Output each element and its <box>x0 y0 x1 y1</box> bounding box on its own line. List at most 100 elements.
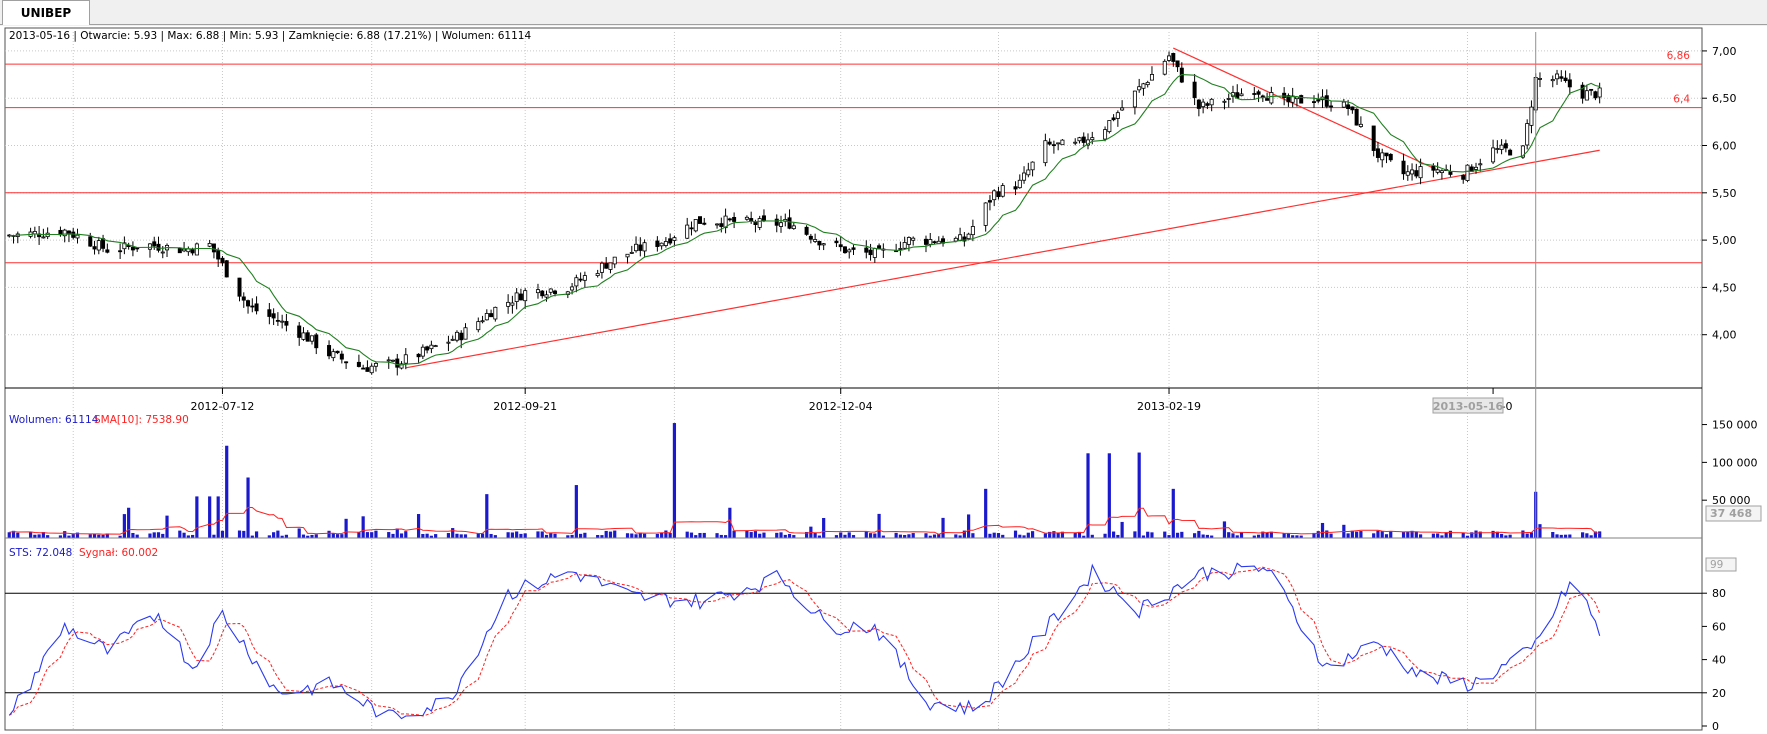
volume-bar <box>1180 531 1184 538</box>
candle-body <box>970 226 975 236</box>
candle-body <box>1209 98 1214 106</box>
stock-chart[interactable]: 6,866,4 2012-07-12 2012-09-21 2012-12-04 20… <box>0 26 1767 734</box>
tab-unibep[interactable]: UNIBEP <box>2 0 90 25</box>
volume-bar <box>847 532 851 538</box>
volume-bar <box>1316 531 1320 538</box>
candle-body <box>152 241 157 247</box>
volume-bar <box>540 531 544 538</box>
candle-body <box>932 241 937 244</box>
candle-body <box>1559 76 1564 79</box>
candle-body <box>207 243 212 247</box>
volume-bar <box>596 534 600 538</box>
candle-body <box>510 302 515 306</box>
candle-body <box>327 345 332 357</box>
candle-body <box>267 309 272 317</box>
x-tick-label: 2012-07-12 <box>190 400 254 413</box>
candle-body <box>1478 163 1483 166</box>
volume-bar <box>1431 533 1435 538</box>
x-tick-label: 2013-02-19 <box>1137 400 1201 413</box>
volume-bar <box>783 534 787 538</box>
volume-bar <box>135 534 139 538</box>
volume-bar <box>250 535 254 538</box>
sts-tick-label: 0 <box>1712 720 1719 733</box>
volume-bar <box>924 533 928 538</box>
volume-bar <box>195 496 199 538</box>
volume-bar <box>16 532 20 538</box>
volume-bar <box>715 533 719 538</box>
candle-body <box>71 231 76 238</box>
volume-bar <box>583 532 587 538</box>
candle-body <box>190 249 195 254</box>
volume-bar <box>28 531 33 538</box>
candle-body <box>1162 60 1167 75</box>
candle-body <box>386 359 391 362</box>
candle-body <box>983 202 988 226</box>
candle-body <box>271 313 276 319</box>
candle-body <box>872 248 877 258</box>
candle-body <box>1222 100 1227 103</box>
candle-body <box>1047 141 1052 145</box>
candle-body <box>774 218 779 226</box>
volume-bar <box>335 534 340 538</box>
candle-body <box>1439 170 1444 174</box>
volume-bar <box>1568 534 1572 538</box>
candle-body <box>1145 82 1150 86</box>
volume-bar <box>1103 533 1107 538</box>
candle-body <box>749 218 754 222</box>
candle-body <box>1341 101 1346 108</box>
volume-bar <box>813 532 817 538</box>
volume-bar <box>642 533 647 538</box>
sts-signal-legend: Sygnał: 60.002 <box>79 547 158 559</box>
candle-body <box>1448 171 1453 175</box>
candle-body <box>544 294 549 298</box>
candle-body <box>1358 123 1363 127</box>
volume-bar <box>297 528 301 538</box>
volume-bar <box>1295 535 1299 538</box>
volume-bar <box>506 532 510 538</box>
volume-bar <box>817 535 821 538</box>
candle-body <box>450 338 455 341</box>
volume-bar <box>1286 533 1291 538</box>
candle-body <box>335 350 340 354</box>
volume-bar <box>459 534 463 538</box>
volume-bar <box>1581 532 1585 538</box>
sts-tick-label: 20 <box>1712 687 1726 700</box>
volume-bar <box>625 533 630 538</box>
volume-readout-box <box>1705 505 1762 522</box>
candle-body <box>966 233 971 240</box>
volume-bar <box>877 513 881 538</box>
candle-body <box>1474 166 1479 170</box>
candle-body <box>518 293 523 301</box>
volume-bar <box>932 534 937 538</box>
candle-body <box>1537 78 1542 80</box>
candle-body <box>604 263 609 269</box>
volume-bar <box>1133 531 1137 538</box>
candle-body <box>1354 108 1359 126</box>
volume-bar <box>1086 453 1090 538</box>
candle-body <box>1589 88 1594 91</box>
volume-bar <box>1167 535 1171 538</box>
candle-body <box>663 241 668 246</box>
candle-body <box>744 216 749 220</box>
volume-bar <box>1231 533 1235 538</box>
volume-bar <box>1082 535 1086 538</box>
candle-body <box>1171 53 1176 62</box>
candle-body <box>446 341 451 344</box>
volume-bar <box>92 534 97 538</box>
candle-body <box>1111 117 1116 121</box>
volume-bar <box>1312 532 1316 538</box>
candle-body <box>548 288 553 293</box>
crosshair-date-box <box>1432 397 1504 414</box>
volume-bar <box>1077 531 1082 538</box>
volume-bar <box>1116 534 1120 538</box>
volume-bar <box>310 534 314 538</box>
volume-bar <box>476 533 480 538</box>
candle-body <box>1550 79 1555 82</box>
candle-body <box>1265 98 1270 101</box>
candle-body <box>62 229 67 237</box>
volume-bar <box>71 534 75 538</box>
candle-body <box>1414 170 1419 177</box>
candle-body <box>1324 95 1329 107</box>
candle-body <box>817 241 822 246</box>
volume-bar <box>1146 531 1150 538</box>
